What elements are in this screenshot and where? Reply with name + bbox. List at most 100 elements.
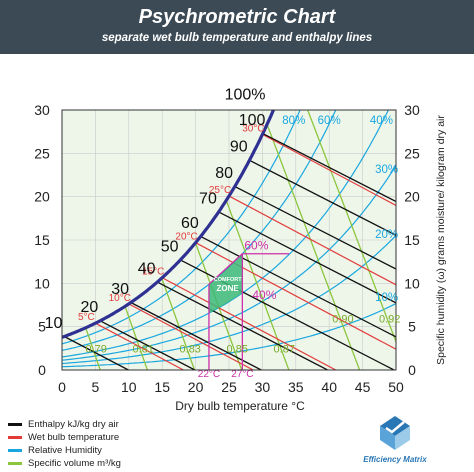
- brand-name: Efficiency Matrix: [363, 455, 427, 464]
- x-tick-label: 10: [121, 379, 137, 395]
- line-labels: 10% 20% 30% 40% 60% 80% 0.79 0.81 0.83 0.85 0.87 0.…: [45, 87, 401, 356]
- wet-bulb-line: [262, 133, 396, 207]
- enthalpy-line: [63, 335, 129, 370]
- x-tick-label: 40: [321, 379, 337, 395]
- y-tick-label-left: 5: [38, 319, 46, 335]
- legend-swatch-specific-volume: [8, 461, 22, 465]
- legend-label: Enthalpy kJ/kg dry air: [28, 418, 119, 430]
- legend-label: Wet bulb temperature: [28, 431, 120, 443]
- y-tick-label-left: 25: [34, 145, 50, 161]
- comfort-top-line: [208, 253, 243, 285]
- comfort-zone-label-line2: ZONE: [217, 284, 240, 293]
- y-tick-label-left: 20: [34, 189, 50, 205]
- y-tick-label-left: 15: [34, 232, 50, 248]
- enthalpy-line: [218, 211, 396, 304]
- enthalpy-line: [99, 320, 196, 370]
- rh-line-label: 20%: [375, 229, 398, 241]
- specific-volume-line: [85, 327, 101, 370]
- enthalpy-label: 80: [215, 165, 233, 182]
- legend-item-relative-humidity: Relative Humidity: [8, 444, 258, 456]
- legend-item-specific-volume: Specific volume m³/kg: [8, 457, 258, 469]
- specific-volume-line: [225, 200, 290, 370]
- x-tick-label: 35: [288, 379, 304, 395]
- comfort-dry-bulb-label: 27°C: [231, 369, 253, 380]
- specific-volume-line: [124, 306, 148, 370]
- enthalpy-label: 40: [138, 260, 156, 277]
- enthalpy-label: 90: [230, 139, 248, 156]
- specific-volume-label: 0.79: [86, 344, 107, 356]
- enthalpy-label: 10: [45, 315, 63, 332]
- specific-volume-line: [306, 110, 396, 344]
- enthalpy-line: [249, 159, 396, 236]
- y-tick-label-left: 30: [34, 102, 50, 118]
- wet-bulb-label: 20°C: [175, 232, 197, 243]
- wet-bulb-label: 25°C: [209, 185, 231, 196]
- saturation-curve-label: 100%: [225, 87, 266, 104]
- y-tick-label-right: 0: [408, 362, 416, 378]
- x-tick-label: 30: [255, 379, 271, 395]
- enthalpy-line: [262, 132, 396, 203]
- enthalpy-label: 60: [181, 215, 199, 232]
- wet-bulb-label: 15°C: [142, 267, 164, 278]
- y-tick-label-right: 15: [404, 232, 420, 248]
- legend-label: Specific volume m³/kg: [28, 457, 121, 469]
- brand-logo: Efficiency Matrix: [358, 414, 432, 466]
- rh-line: [62, 110, 301, 345]
- rh-line-label: 40%: [370, 115, 393, 127]
- y-tick-label-right: 30: [404, 102, 420, 118]
- legend: Enthalpy kJ/kg dry air Wet bulb temperat…: [8, 418, 258, 470]
- specific-volume-line: [266, 124, 361, 370]
- enthalpy-label: 30: [111, 281, 129, 298]
- y-tick-label-right: 20: [404, 189, 420, 205]
- legend-swatch-relative-humidity: [8, 448, 22, 452]
- legend-item-enthalpy: Enthalpy kJ/kg dry air: [8, 418, 258, 430]
- specific-volume-label: 0.90: [332, 313, 353, 325]
- rh-line-label: 30%: [375, 164, 398, 176]
- comfort-rh-high-label: 60%: [244, 239, 268, 253]
- x-tick-label: 25: [221, 379, 237, 395]
- specific-volume-label: 0.85: [227, 344, 248, 356]
- wet-bulb-line: [161, 277, 337, 370]
- x-axis-label: Dry bulb temperature °C: [175, 399, 305, 413]
- comfort-dry-bulb-label: 22°C: [198, 369, 220, 380]
- wet-bulb-label: 10°C: [109, 293, 131, 304]
- enthalpy-line: [200, 235, 396, 338]
- x-tick-label: 0: [58, 379, 66, 395]
- chart-subtitle: separate wet bulb temperature and enthal…: [101, 32, 373, 44]
- efficiency-matrix-logo-icon: [380, 416, 410, 450]
- specific-volume-line: [161, 277, 196, 370]
- comfort-zone-label-line1: COMFORT: [214, 277, 242, 283]
- rh-line-label: 80%: [282, 115, 305, 127]
- x-tick-label: 15: [154, 379, 170, 395]
- wet-bulb-line: [128, 303, 254, 370]
- legend-swatch-enthalpy: [8, 422, 22, 426]
- y-tick-label-right: 25: [404, 145, 420, 161]
- specific-volume-label: 0.83: [180, 344, 201, 356]
- y-tick-label-right: 5: [408, 319, 416, 335]
- enthalpy-line: [130, 301, 262, 370]
- legend-label: Relative Humidity: [28, 444, 102, 456]
- saturation-curve: [62, 110, 276, 339]
- x-tick-label: 45: [355, 379, 371, 395]
- chart-title: Psychrometric Chart: [138, 6, 336, 28]
- legend-item-wet-bulb: Wet bulb temperature: [8, 431, 258, 443]
- y-tick-label-left: 0: [38, 362, 46, 378]
- plot-frame: [61, 109, 397, 371]
- legend-swatch-wet-bulb: [8, 435, 22, 439]
- specific-volume-label: 0.81: [133, 344, 154, 356]
- comfort-rh-low-label: 40%: [252, 288, 276, 302]
- specific-volume-label: 0.92: [379, 313, 400, 325]
- y-axis-label: Specific humidity (ω) grams moisture/ ki…: [435, 115, 447, 365]
- comfort-zone-area: [209, 253, 243, 314]
- x-tick-label: 50: [388, 379, 404, 395]
- chart-header: Psychrometric Chart separate wet bulb te…: [0, 0, 474, 54]
- enthalpy-label: 50: [161, 238, 179, 255]
- wet-bulb-label: 30°C: [242, 123, 264, 134]
- rh-line-label: 60%: [318, 115, 341, 127]
- specific-volume-label: 0.87: [274, 344, 295, 356]
- x-tick-label: 20: [188, 379, 204, 395]
